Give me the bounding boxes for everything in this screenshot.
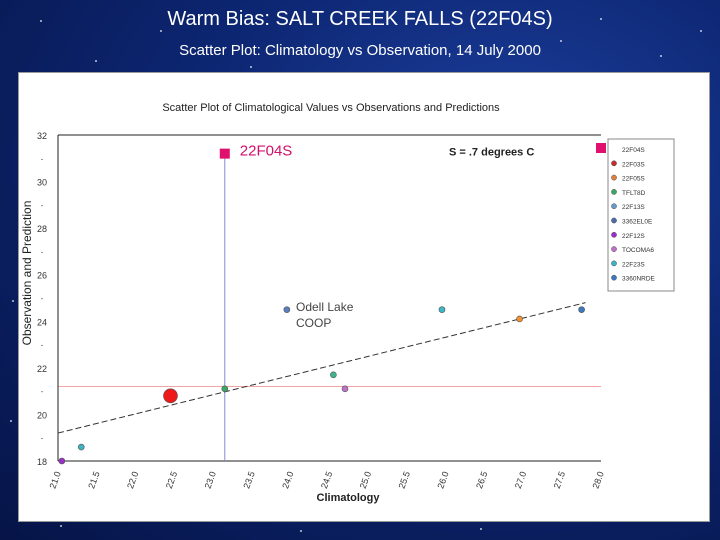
chart-title: Scatter Plot of Climatological Values vs… bbox=[162, 102, 500, 114]
star-dot bbox=[12, 300, 14, 302]
x-tick-label: 23.0 bbox=[203, 470, 218, 490]
star-dot bbox=[660, 55, 662, 57]
station-highlight-point bbox=[219, 148, 230, 159]
y-minor-tick: - bbox=[41, 201, 44, 210]
x-tick-label: 27.0 bbox=[513, 470, 528, 490]
y-minor-tick: - bbox=[41, 387, 44, 396]
data-point bbox=[341, 385, 349, 393]
x-tick-label: 24.0 bbox=[280, 470, 295, 490]
legend-swatch bbox=[596, 143, 606, 153]
legend-label: 22F23S bbox=[622, 261, 645, 268]
x-tick-label: 21.0 bbox=[47, 470, 62, 490]
star-dot bbox=[300, 530, 302, 532]
y-tick-label: 22 bbox=[37, 364, 47, 374]
legend-swatch bbox=[611, 274, 617, 281]
trend-line bbox=[57, 302, 586, 434]
legend-label: TOCOMA6 bbox=[622, 247, 654, 254]
y-minor-tick: - bbox=[41, 247, 44, 256]
star-dot bbox=[560, 40, 562, 42]
data-point bbox=[516, 315, 523, 323]
legend-label: TFLT8D bbox=[622, 190, 646, 197]
legend-label: 22F04S bbox=[622, 147, 645, 154]
legend-label: 22F05S bbox=[622, 176, 645, 183]
station-annotation: 22F04S bbox=[240, 143, 293, 160]
y-tick-label: 18 bbox=[37, 457, 47, 467]
outlier-annotation: COOP bbox=[296, 316, 331, 330]
legend-label: 3360NRDE bbox=[622, 276, 656, 283]
star-dot bbox=[60, 525, 62, 527]
data-point bbox=[283, 306, 291, 313]
scatter-plot: Scatter Plot of Climatological Values vs… bbox=[20, 102, 675, 504]
x-tick-label: 28.0 bbox=[590, 470, 605, 490]
legend-box bbox=[607, 138, 675, 292]
chart-panel: Scatter Plot of Climatological Values vs… bbox=[18, 72, 710, 522]
x-tick-label: 27.5 bbox=[552, 470, 567, 490]
star-dot bbox=[10, 420, 12, 422]
data-point bbox=[330, 371, 337, 379]
legend-swatch bbox=[611, 246, 617, 252]
legend-label: 22F13S bbox=[622, 204, 645, 211]
y-tick-label: 24 bbox=[37, 317, 47, 327]
y-minor-tick: - bbox=[41, 341, 44, 350]
x-tick-label: 23.5 bbox=[241, 470, 256, 490]
x-tick-label: 25.0 bbox=[358, 470, 373, 490]
y-tick-label: 32 bbox=[37, 131, 47, 141]
x-axis-label: Climatology bbox=[317, 492, 381, 504]
legend-swatch bbox=[611, 203, 617, 210]
legend-swatch bbox=[611, 260, 617, 267]
legend-label: 22F12S bbox=[622, 233, 645, 240]
x-tick-label: 22.5 bbox=[164, 470, 179, 490]
slide-subtitle: Scatter Plot: Climatology vs Observation… bbox=[179, 42, 541, 59]
y-minor-tick: - bbox=[41, 154, 44, 163]
data-point bbox=[578, 306, 585, 313]
legend-swatch bbox=[611, 231, 617, 238]
x-tick-label: 21.5 bbox=[86, 470, 101, 490]
y-minor-tick: - bbox=[41, 434, 44, 443]
legend-label: 22F03S bbox=[622, 161, 645, 168]
star-dot bbox=[600, 18, 602, 20]
legend-swatch bbox=[611, 174, 617, 181]
x-tick-label: 22.0 bbox=[125, 470, 140, 490]
data-point bbox=[163, 388, 178, 404]
y-tick-label: 30 bbox=[37, 178, 47, 188]
data-point bbox=[221, 385, 229, 393]
outlier-annotation: Odell Lake bbox=[296, 300, 354, 314]
star-dot bbox=[700, 30, 702, 32]
y-tick-label: 20 bbox=[37, 410, 47, 420]
star-dot bbox=[160, 30, 162, 32]
data-point bbox=[77, 443, 85, 451]
x-tick-label: 25.5 bbox=[397, 470, 412, 490]
legend-swatch bbox=[611, 217, 617, 224]
y-minor-tick: - bbox=[41, 294, 44, 303]
data-point bbox=[438, 306, 446, 313]
y-axis-label: Observation and Prediction bbox=[20, 201, 34, 346]
star-dot bbox=[40, 20, 42, 22]
star-dot bbox=[480, 528, 482, 530]
legend-label: 3362EL0E bbox=[622, 219, 653, 226]
x-tick-label: 24.5 bbox=[319, 470, 334, 490]
star-dot bbox=[250, 66, 252, 68]
data-point bbox=[58, 457, 66, 465]
legend-swatch bbox=[611, 189, 617, 195]
y-tick-label: 26 bbox=[37, 271, 47, 281]
y-tick-label: 28 bbox=[37, 224, 47, 234]
legend-swatch bbox=[611, 160, 617, 167]
stat-annotation: S = .7 degrees C bbox=[449, 147, 534, 159]
slide-title: Warm Bias: SALT CREEK FALLS (22F04S) bbox=[167, 8, 553, 30]
star-dot bbox=[95, 60, 97, 62]
x-tick-label: 26.0 bbox=[435, 470, 450, 490]
x-tick-label: 26.5 bbox=[474, 470, 489, 490]
